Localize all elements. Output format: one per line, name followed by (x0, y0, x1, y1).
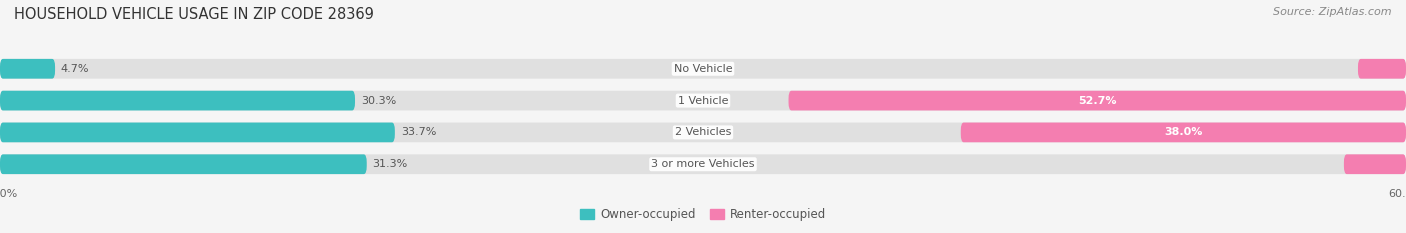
FancyBboxPatch shape (789, 91, 1406, 110)
Text: 1 Vehicle: 1 Vehicle (678, 96, 728, 106)
Text: 31.3%: 31.3% (373, 159, 408, 169)
Text: 2 Vehicles: 2 Vehicles (675, 127, 731, 137)
Text: 30.3%: 30.3% (361, 96, 396, 106)
FancyBboxPatch shape (0, 154, 1406, 174)
Text: 52.7%: 52.7% (1078, 96, 1116, 106)
Text: No Vehicle: No Vehicle (673, 64, 733, 74)
Text: 33.7%: 33.7% (401, 127, 436, 137)
Text: 3 or more Vehicles: 3 or more Vehicles (651, 159, 755, 169)
FancyBboxPatch shape (0, 123, 1406, 142)
FancyBboxPatch shape (0, 91, 354, 110)
FancyBboxPatch shape (0, 59, 1406, 79)
Text: HOUSEHOLD VEHICLE USAGE IN ZIP CODE 28369: HOUSEHOLD VEHICLE USAGE IN ZIP CODE 2836… (14, 7, 374, 22)
Text: 4.7%: 4.7% (60, 64, 90, 74)
FancyBboxPatch shape (0, 123, 395, 142)
Text: Source: ZipAtlas.com: Source: ZipAtlas.com (1274, 7, 1392, 17)
FancyBboxPatch shape (1358, 59, 1406, 79)
FancyBboxPatch shape (0, 91, 1406, 110)
FancyBboxPatch shape (0, 154, 367, 174)
Text: 38.0%: 38.0% (1164, 127, 1202, 137)
FancyBboxPatch shape (0, 59, 55, 79)
FancyBboxPatch shape (960, 123, 1406, 142)
Legend: Owner-occupied, Renter-occupied: Owner-occupied, Renter-occupied (575, 203, 831, 225)
FancyBboxPatch shape (1344, 154, 1406, 174)
